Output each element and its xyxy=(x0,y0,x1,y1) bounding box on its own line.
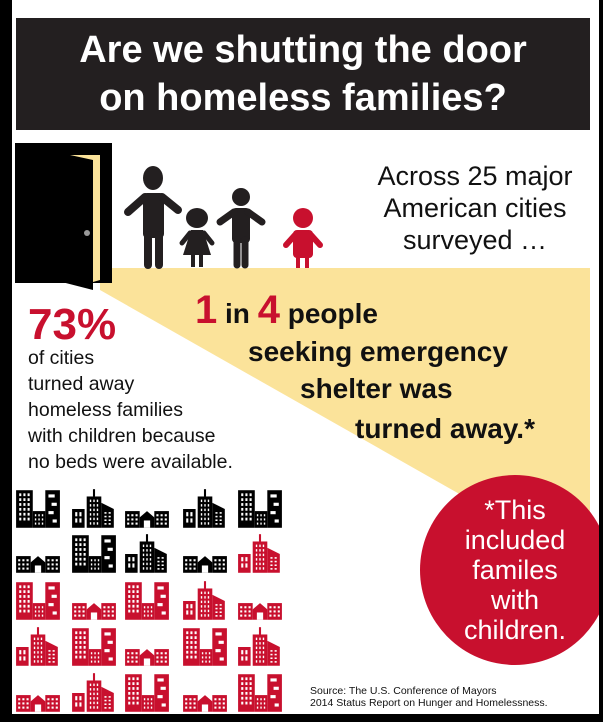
city-building-icon xyxy=(123,488,171,530)
footnote-text: *This included familes with children. xyxy=(463,495,567,645)
city-building-icon xyxy=(236,533,284,575)
city-building-icon xyxy=(70,488,118,530)
city-building-icon xyxy=(14,672,62,714)
city-building-icon xyxy=(236,488,284,530)
stat-num1: 1 xyxy=(195,288,218,332)
footnote-circle xyxy=(420,475,603,665)
page-title: Are we shutting the door on homeless fam… xyxy=(79,29,527,119)
city-building-icon xyxy=(123,533,171,575)
child-icon-red xyxy=(283,208,323,268)
city-building-icon xyxy=(181,533,229,575)
city-building-icon xyxy=(70,533,118,575)
city-building-icon xyxy=(70,626,118,668)
city-building-icon xyxy=(181,672,229,714)
source-citation: Source: The U.S. Conference of Mayors 20… xyxy=(310,685,548,709)
percent-description: of cities turned away homeless families … xyxy=(28,347,233,473)
stat-num2: 4 xyxy=(257,288,280,332)
adult-icon xyxy=(216,188,266,269)
intro-text: Across 25 major American cities surveyed… xyxy=(377,161,573,255)
city-building-icon xyxy=(70,580,118,622)
city-building-icon xyxy=(236,626,284,668)
girl-icon xyxy=(179,208,215,267)
city-building-icon xyxy=(123,580,171,622)
stat-line-1: 1 in 4 people xyxy=(195,288,378,333)
percent-value: 73% xyxy=(28,300,117,349)
city-building-icon xyxy=(181,626,229,668)
city-building-icon xyxy=(14,626,62,668)
light-wedge xyxy=(100,268,590,560)
title-banner: Are we shutting the door on homeless fam… xyxy=(16,18,590,130)
city-building-icon xyxy=(236,580,284,622)
city-building-icon xyxy=(123,672,171,714)
stat-line-2: seeking emergency xyxy=(248,336,508,367)
stat-line-4: turned away.* xyxy=(355,413,535,444)
adult-icon xyxy=(124,166,182,269)
open-door-icon xyxy=(15,143,112,290)
stat-in: in xyxy=(217,298,258,329)
city-building-icon xyxy=(14,488,62,530)
city-building-icon xyxy=(14,533,62,575)
city-building-icon xyxy=(14,580,62,622)
city-building-icon xyxy=(236,672,284,714)
city-building-icon xyxy=(123,626,171,668)
stat-rest: people xyxy=(279,298,378,329)
stat-line-3: shelter was xyxy=(300,373,453,404)
city-building-icon xyxy=(181,580,229,622)
city-building-icon xyxy=(181,488,229,530)
city-building-icon xyxy=(70,672,118,714)
